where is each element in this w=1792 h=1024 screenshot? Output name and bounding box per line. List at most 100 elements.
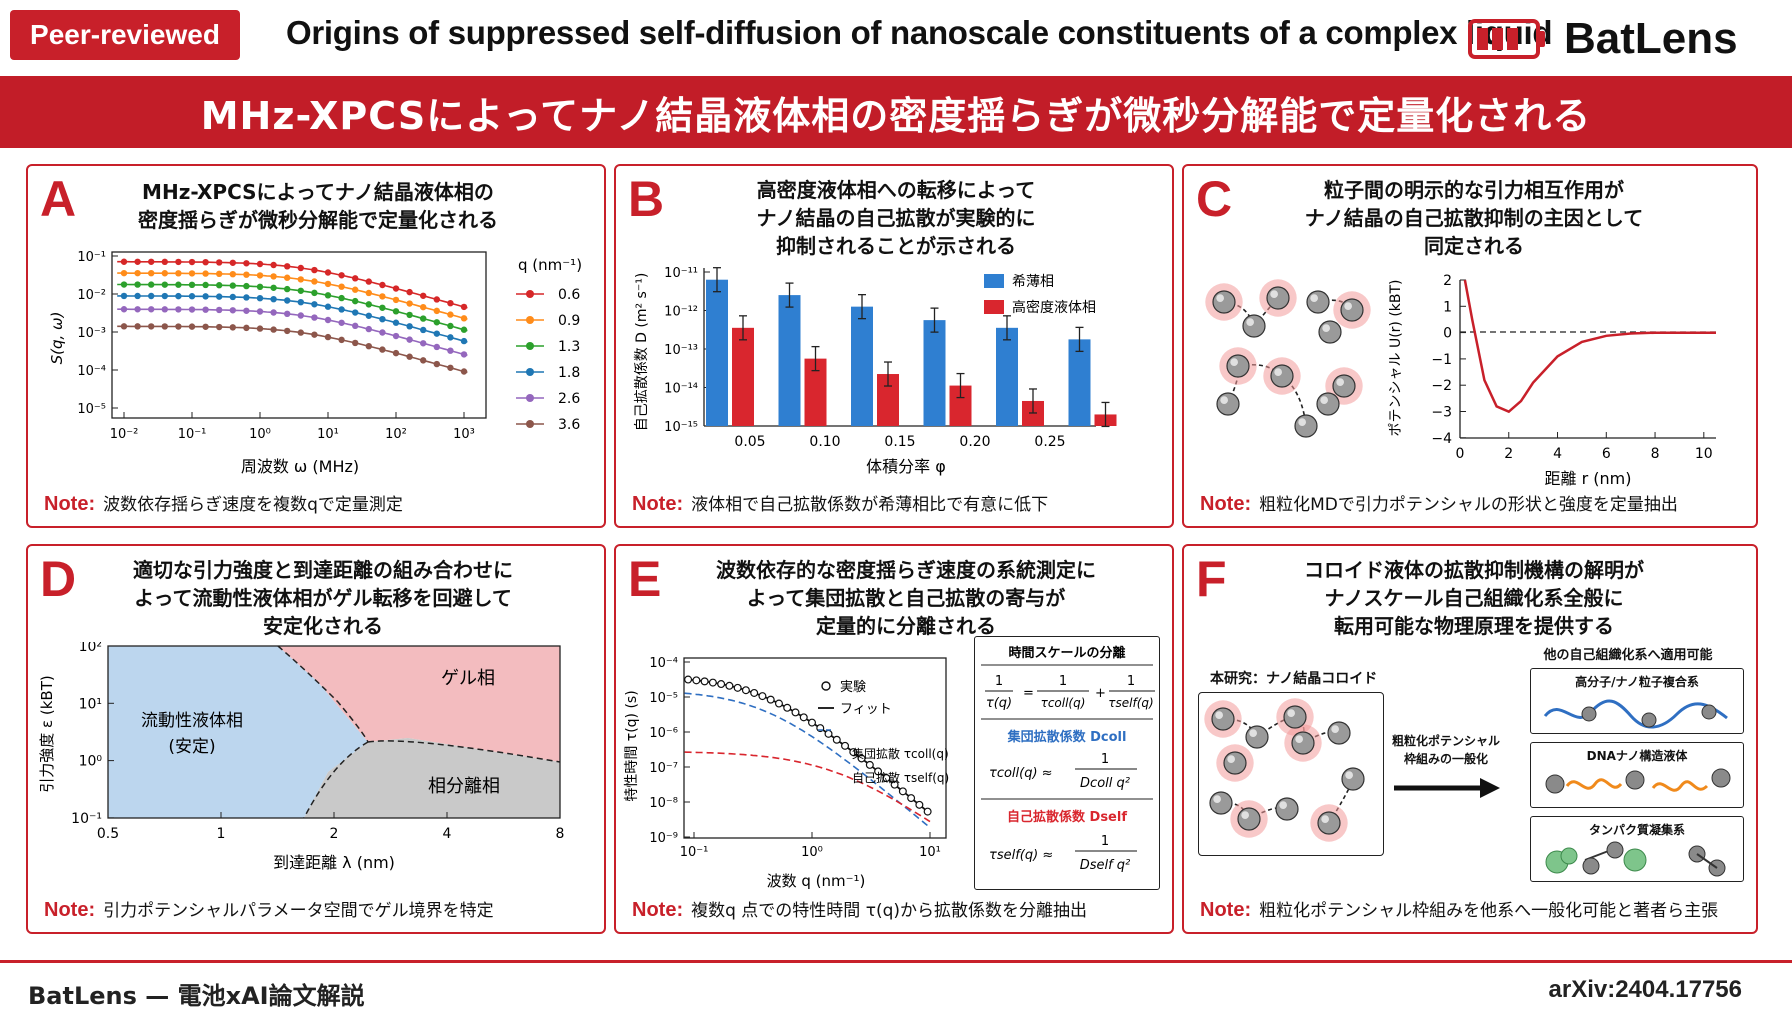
data-point: [229, 259, 236, 266]
data-point: [774, 699, 783, 708]
y-tick-label: 10⁻¹²: [664, 305, 698, 320]
data-point: [270, 273, 277, 280]
data-point: [783, 703, 792, 712]
data-point: [849, 748, 858, 757]
bar: [949, 385, 972, 426]
self-title: 自己拡散係数 Dself: [1007, 809, 1127, 825]
data-point: [832, 735, 841, 744]
data-point: [700, 677, 709, 686]
diffusion-bar-chart: 10⁻¹¹ 10⁻¹² 10⁻¹³ 10⁻¹⁴ 10⁻¹⁵ 0.05 0.10 0.15 0.…: [634, 266, 1117, 476]
data-point: [433, 343, 440, 351]
data-point: [202, 270, 209, 277]
x-tick-label: 10⁻¹: [178, 427, 207, 442]
y-tick-label: 0: [1443, 326, 1452, 342]
data-point: [324, 303, 332, 310]
x-tick-label: 0.25: [1034, 434, 1065, 450]
protein-aggregate-icon: [1545, 841, 1726, 877]
data-point: [433, 330, 440, 337]
x-tick-label: 10²: [385, 427, 407, 442]
data-point: [392, 296, 400, 304]
header: Peer-reviewed Origins of suppressed self…: [0, 0, 1792, 76]
data-point: [216, 282, 223, 289]
data-point: [392, 285, 400, 292]
svg-text:=: =: [1023, 686, 1034, 701]
data-point: [311, 266, 318, 274]
x-tick-label: 10⁻²: [110, 427, 139, 442]
y-tick-label: 10¹: [79, 696, 102, 712]
data-point: [460, 326, 468, 333]
data-point: [229, 307, 236, 314]
y-tick-label: 10²: [79, 642, 102, 655]
y-tick-label: 10⁻⁵: [77, 402, 106, 417]
data-point: [365, 312, 372, 319]
region-liquid-label: 流動性液体相: [141, 711, 243, 731]
x-axis-label: 体積分率 φ: [866, 457, 946, 476]
x-ticks: 10⁻² 10⁻¹ 10⁰ 10¹ 10² 10³: [110, 412, 475, 442]
data-point: [733, 683, 742, 692]
coll-curve: [684, 692, 931, 829]
data-point: [284, 285, 291, 293]
data-point: [202, 258, 209, 266]
potential-curve: [1463, 279, 1716, 414]
data-point: [311, 301, 318, 308]
data-point: [865, 760, 874, 769]
data-point: [148, 269, 155, 277]
data-point: [175, 306, 182, 313]
data-point: [134, 292, 141, 300]
data-point: [188, 258, 196, 266]
x-tick-label: 2: [330, 826, 339, 842]
nanocrystal-particle: [1341, 767, 1365, 791]
bar: [923, 320, 946, 426]
y-tick-label: −1: [1431, 352, 1452, 368]
data-point: [352, 339, 359, 347]
data-point: [134, 306, 141, 313]
data-point: [324, 269, 332, 276]
data-point: [311, 278, 318, 285]
data-point: [324, 292, 332, 299]
coll-title: 集団拡散係数 Dcoll: [1007, 729, 1127, 745]
data-point: [791, 708, 800, 717]
data-point: [406, 353, 413, 360]
data-point: [420, 340, 427, 347]
legend: 実験 フィット 集団拡散 τcoll(q) 自己拡散 τself(q): [818, 679, 949, 785]
liquid-region: [108, 646, 368, 818]
data-point: [338, 294, 345, 302]
panel-e: E 波数依存的な密度揺らぎ速度の系統測定に よって集団拡散と自己拡散の寄与が 定…: [614, 544, 1174, 934]
dna-structure-icon: [1545, 768, 1731, 794]
nanocrystal-particle: [1212, 290, 1236, 314]
data-point: [392, 332, 400, 340]
nanocrystal-particle: [1306, 290, 1330, 314]
nanocrystal-particle: [1316, 392, 1340, 416]
nanocrystal-particle: [1275, 797, 1299, 821]
x-axis-label: 距離 r (nm): [1545, 469, 1632, 488]
data-point: [338, 283, 345, 290]
legend-entry: 高密度液体相: [1012, 299, 1096, 316]
data-point: [447, 322, 454, 330]
data-point: [338, 272, 345, 279]
data-point: [684, 675, 693, 684]
data-point: [284, 263, 291, 270]
data-point: [433, 319, 440, 326]
svg-text:τself(q) ≈: τself(q) ≈: [989, 848, 1053, 863]
data-point: [161, 281, 168, 288]
data-point: [447, 364, 454, 371]
y-tick-label: 10⁻⁶: [649, 726, 678, 741]
data-point: [717, 680, 726, 689]
liquid-boundary: [303, 741, 369, 819]
data-point: [365, 301, 372, 308]
data-point: [420, 326, 427, 334]
data-point: [120, 269, 128, 277]
data-point: [134, 323, 141, 330]
legend-entry: 1.3: [558, 339, 580, 355]
bar: [778, 295, 801, 426]
nanocrystal-particle: [1216, 392, 1240, 416]
panel-a: A MHz-XPCSによってナノ結晶液体相の 密度揺らぎが微秒分解能で定量化され…: [26, 164, 606, 528]
data-point: [338, 306, 345, 313]
data-point: [692, 676, 701, 685]
data-point: [148, 323, 155, 330]
data-point: [202, 281, 209, 289]
data-point: [392, 319, 400, 326]
nanocrystal-particle: [1291, 731, 1315, 755]
generalization-arrow-label: 粗粒化ポテンシャル 枠組みの一般化: [1391, 734, 1500, 766]
data-point: [202, 306, 209, 313]
